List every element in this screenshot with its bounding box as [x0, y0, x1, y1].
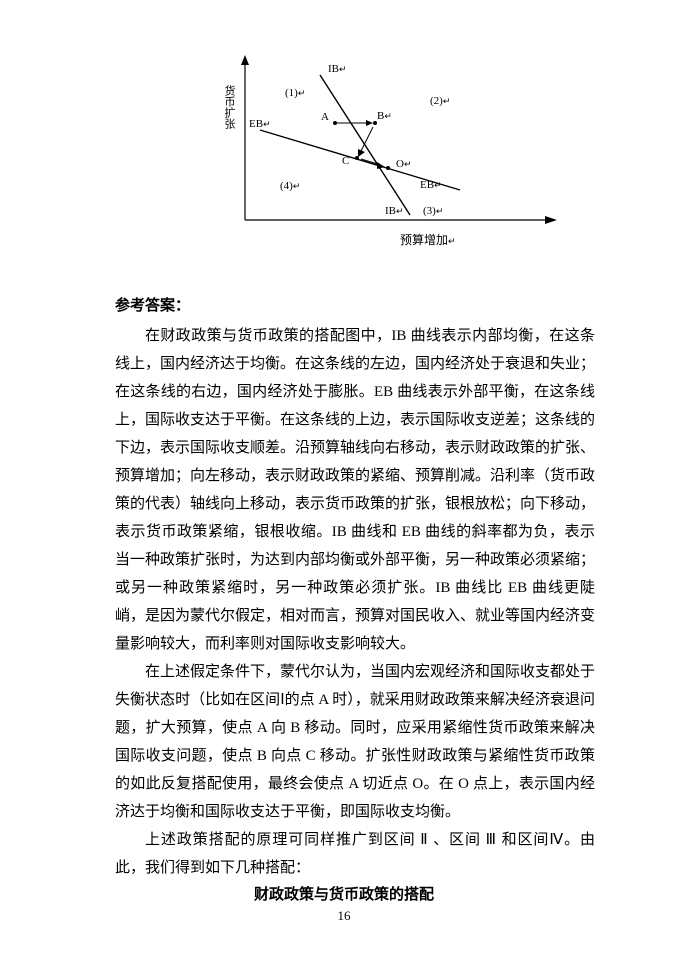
point-c: C	[342, 155, 349, 167]
x-axis-label: 预算增加↵	[400, 231, 456, 248]
point-a: A	[321, 111, 329, 123]
answer-heading: 参考答案：	[115, 294, 190, 315]
point-b: B↵	[377, 110, 392, 122]
ib-bot-label: IB↵	[385, 205, 404, 217]
point-o: O↵	[396, 158, 412, 170]
section-subtitle: 财政政策与货币政策的搭配	[0, 883, 688, 904]
region-2: (2)↵	[430, 95, 450, 107]
region-4: (4)↵	[280, 180, 300, 192]
diagram-svg	[185, 55, 565, 255]
region-3: (3)↵	[423, 205, 443, 217]
paragraph-3: 上述政策搭配的原理可同样推广到区间 Ⅱ 、区间 Ⅲ 和区间Ⅳ。由此，我们得到如下…	[115, 826, 595, 882]
region-1: (1)↵	[285, 87, 305, 99]
paragraph-2: 在上述假定条件下，蒙代尔认为，当国内宏观经济和国际收支都处于失衡状态时（比如在区…	[115, 658, 595, 826]
paragraph-1: 在财政政策与货币政策的搭配图中，IB 曲线表示内部均衡，在这条线上，国内经济达于…	[115, 322, 595, 658]
page-number: 16	[0, 908, 688, 924]
eb-right-label: EB↵	[420, 179, 442, 191]
policy-mix-diagram: 货币扩张 IB↵ IB↵ EB↵ EB↵ (1)↵ (2)↵ (3)↵ (4)↵…	[185, 55, 565, 250]
eb-left-label: EB↵	[249, 118, 271, 130]
y-axis-label: 货币扩张	[221, 85, 237, 129]
ib-top-label: IB↵	[328, 63, 347, 75]
